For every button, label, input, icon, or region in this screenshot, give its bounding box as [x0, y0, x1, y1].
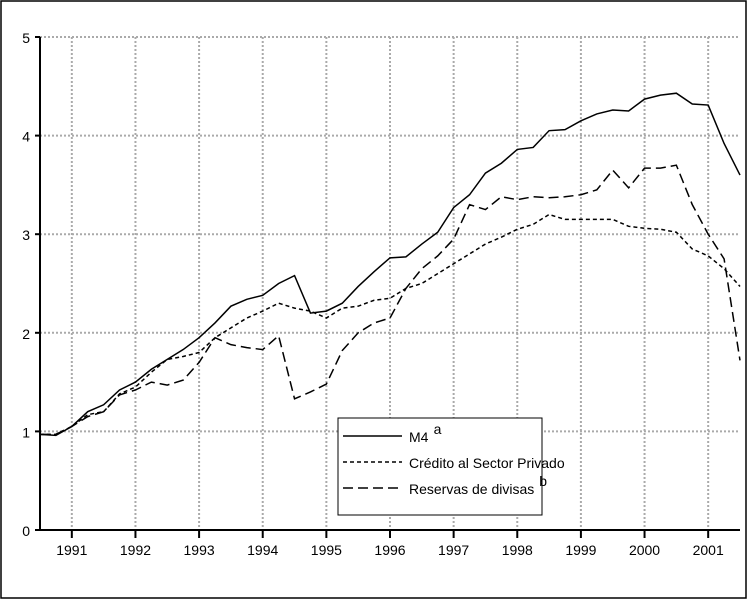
- x-tick-label: 1993: [184, 542, 215, 558]
- x-tick-label: 1995: [311, 542, 342, 558]
- legend-superscript: a: [434, 421, 442, 437]
- x-tick-label: 1994: [247, 542, 278, 558]
- series-line: [40, 164, 741, 436]
- legend-entries: M4 a Crédito al Sector Privado Reservas de …: [343, 421, 565, 497]
- x-tick-label: 1999: [565, 542, 596, 558]
- y-tick-label: 4: [22, 129, 30, 145]
- lines: [39, 92, 741, 437]
- legend-superscript: b: [539, 473, 547, 489]
- y-tick-label: 5: [22, 30, 30, 46]
- legend-label: Reservas de divisas: [409, 481, 534, 497]
- labels: 0 1 2 3 4 5 1991 1992 1993 1994 1995 1996 1997 1998 19…: [22, 30, 724, 558]
- y-tick-label: 1: [22, 424, 30, 440]
- y-tick-label: 3: [22, 227, 30, 243]
- series-line: [40, 213, 741, 436]
- legend-label: M4: [409, 429, 429, 445]
- x-tick-label: 1998: [502, 542, 533, 558]
- x-tick-label: 1991: [56, 542, 87, 558]
- x-tick-label: 1997: [438, 542, 469, 558]
- legend: [337, 417, 543, 516]
- y-tick-label: 0: [22, 523, 30, 539]
- y-tick-label: 2: [22, 326, 30, 342]
- x-tick-label: 1996: [374, 542, 405, 558]
- legend-label: Crédito al Sector Privado: [409, 455, 565, 471]
- x-tick-label: 2000: [629, 542, 660, 558]
- x-tick-label: 1992: [120, 542, 151, 558]
- x-tick-label: 2001: [693, 542, 724, 558]
- series-line: [39, 92, 741, 437]
